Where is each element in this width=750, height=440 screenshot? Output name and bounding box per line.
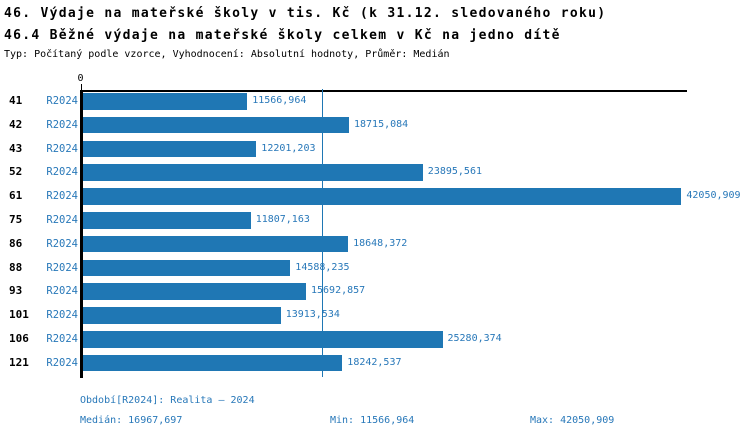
value-label: 18715,084: [354, 118, 409, 130]
value-label: 42050,909: [686, 190, 741, 202]
bar: [82, 140, 257, 158]
category-label: 106: [9, 332, 29, 345]
bar: [82, 164, 423, 181]
category-label: 86: [9, 236, 23, 250]
category-label: 43: [9, 141, 23, 155]
series-period-label: R2024: [46, 214, 78, 226]
bar: [82, 188, 682, 205]
median-stat-label: Medián: 16967,697: [80, 415, 183, 426]
chart-row: 61 R2024 42050,909: [0, 188, 750, 205]
value-label: 18648,372: [353, 237, 408, 249]
series-period-label: R2024: [46, 95, 78, 107]
chart-row: 101 R2024 13913,534: [0, 307, 750, 324]
series-period-label: R2024: [46, 190, 78, 203]
category-label: 75: [9, 213, 23, 226]
chart-row: 41 R2024 11566,964: [0, 93, 750, 110]
chart-row: 106 R2024 25280,374: [0, 331, 750, 348]
chart-row: 75 R2024 11807,163: [0, 212, 750, 229]
series-period-label: R2024: [46, 166, 78, 179]
category-label: 41: [9, 94, 23, 107]
bar: [82, 116, 349, 134]
bar: [82, 354, 343, 372]
bar: [82, 307, 281, 324]
category-label: 121: [9, 355, 29, 369]
y-axis-line: [80, 90, 83, 378]
median-line: [321, 89, 323, 377]
max-stat-label: Max: 42050,909: [530, 415, 615, 426]
x-axis-zero-label: 0: [77, 73, 84, 84]
value-label: 14588,235: [295, 261, 350, 273]
bar: [82, 259, 291, 277]
category-label: 52: [9, 165, 23, 179]
chart-row: 93 R2024 15692,857: [0, 283, 750, 300]
period-label: Období[R2024]: Realita – 2024: [80, 395, 255, 406]
value-label: 18242,537: [347, 356, 402, 368]
value-label: 25280,374: [447, 333, 502, 344]
series-period-label: R2024: [46, 333, 78, 345]
value-label: 15692,857: [311, 285, 366, 297]
report-meta-line: Typ: Počítaný podle vzorce, Vyhodnocení:…: [4, 49, 450, 60]
value-label: 23895,561: [427, 166, 482, 178]
min-stat-label: Min: 11566,964: [330, 415, 415, 426]
chart-row: 86 R2024 18648,372: [0, 235, 750, 253]
series-period-label: R2024: [46, 309, 78, 322]
category-label: 93: [9, 284, 23, 298]
x-axis-tick: [80, 84, 82, 90]
series-period-label: R2024: [46, 237, 78, 250]
value-label: 11807,163: [255, 214, 310, 225]
bar: [82, 93, 248, 110]
series-period-label: R2024: [46, 118, 78, 131]
chart-row: 42 R2024 18715,084: [0, 116, 750, 134]
series-period-label: R2024: [46, 142, 78, 155]
bar: [82, 212, 251, 229]
series-period-label: R2024: [46, 356, 78, 369]
value-label: 11566,964: [252, 95, 307, 106]
series-period-label: R2024: [46, 261, 78, 274]
bar: [82, 283, 306, 300]
series-period-label: R2024: [46, 285, 78, 298]
category-label: 88: [9, 260, 23, 274]
bar: [82, 331, 443, 348]
chart-row: 121 R2024 18242,537: [0, 354, 750, 372]
value-label: 13913,534: [285, 309, 340, 321]
page-title: 46. Výdaje na mateřské školy v tis. Kč (…: [4, 6, 607, 21]
x-axis-line: [80, 90, 687, 92]
category-label: 61: [9, 189, 23, 203]
page-subtitle: 46.4 Běžné výdaje na mateřské školy celk…: [4, 28, 561, 43]
bar: [82, 235, 349, 253]
chart-row: 88 R2024 14588,235: [0, 259, 750, 277]
chart-row: 43 R2024 12201,203: [0, 140, 750, 158]
category-label: 101: [9, 308, 29, 322]
value-label: 12201,203: [261, 142, 316, 154]
chart-row: 52 R2024 23895,561: [0, 164, 750, 181]
category-label: 42: [9, 117, 23, 131]
